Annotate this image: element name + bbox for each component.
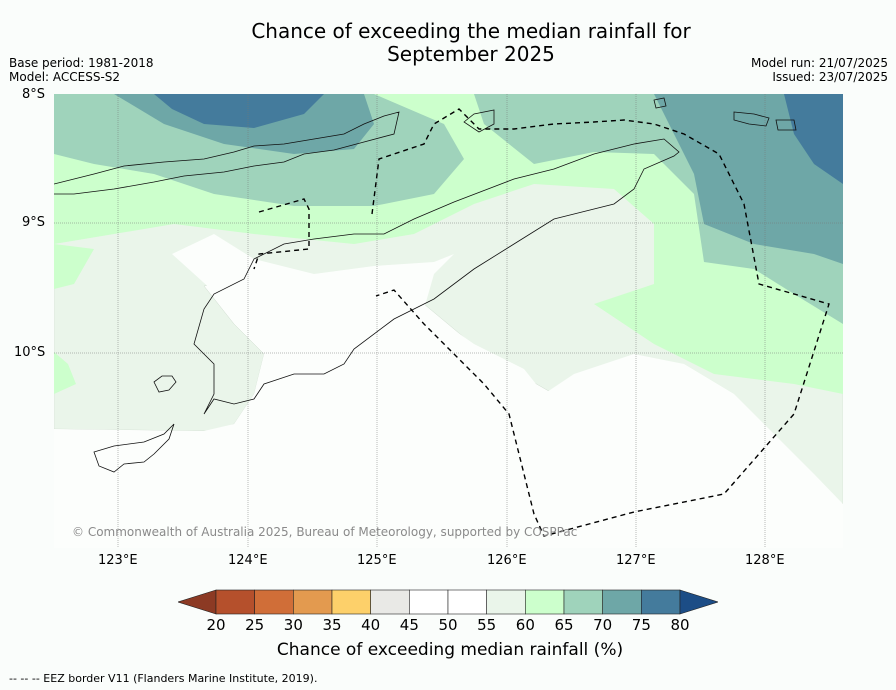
colorbar-tick-label: 55 [477, 616, 497, 634]
colorbar-cell [602, 589, 642, 615]
gridlines [54, 94, 843, 548]
colorbar-arrow-low [178, 589, 217, 615]
zone-60-65-west [54, 244, 94, 289]
timor-coastline [193, 138, 680, 415]
colorbar-tick-label: 65 [554, 616, 574, 634]
lat-label-8s: 8°S [22, 87, 46, 102]
colorbar-tick-label: 20 [206, 616, 226, 634]
colorbar-tick-label: 60 [515, 616, 535, 634]
zone-75-80-east [784, 94, 843, 184]
coastlines [54, 97, 797, 473]
colorbar-cell [447, 589, 487, 615]
colorbar-tick-label: 50 [438, 616, 458, 634]
colorbar-tick-label: 70 [593, 616, 613, 634]
colorbar-cell [641, 589, 681, 615]
lon-label-128e: 128°E [745, 553, 785, 568]
colorbar-cell [215, 589, 255, 615]
map-title: Chance of exceeding the median rainfall … [200, 20, 742, 66]
title-line-1: Chance of exceeding the median rainfall … [251, 19, 691, 43]
leti-islands [733, 111, 770, 127]
colorbar-tick-label: 30 [283, 616, 303, 634]
rainfall-map: © Commonwealth of Australia 2025, Bureau… [54, 94, 843, 548]
colorbar-tick-label: 75 [631, 616, 651, 634]
colorbar-title: Chance of exceeding median rainfall (%) [276, 640, 624, 660]
meta-left: Base period: 1981-2018 Model: ACCESS-S2 [9, 56, 154, 84]
eez-footer-note: -- -- -- EEZ border V11 (Flanders Marine… [9, 672, 318, 685]
colorbar-cell [331, 589, 371, 615]
colorbar-cell [409, 589, 449, 615]
eez-border [253, 108, 830, 537]
lon-label-126e: 126°E [487, 553, 527, 568]
copyright-text: © Commonwealth of Australia 2025, Bureau… [72, 525, 577, 539]
colorbar-cell [563, 589, 603, 615]
model-label: Model: ACCESS-S2 [9, 70, 121, 84]
colorbar-tick-label: 35 [322, 616, 342, 634]
wetar-coast [463, 109, 495, 133]
lat-label-9s: 9°S [22, 215, 46, 230]
title-line-2: September 2025 [387, 42, 555, 66]
kisar-island [653, 97, 667, 109]
colorbar-tick-label: 80 [670, 616, 690, 634]
colorbar-cell [254, 589, 294, 615]
meta-right: Model run: 21/07/2025 Issued: 23/07/2025 [751, 56, 888, 84]
colorbar-tick-label: 45 [399, 616, 419, 634]
zone-white-center [54, 234, 843, 548]
colorbar-tick-label: 40 [361, 616, 381, 634]
eez-border-north [253, 198, 310, 270]
colorbar-cell [486, 589, 526, 615]
lon-label-125e: 125°E [357, 553, 397, 568]
rote-island [153, 375, 177, 393]
lon-label-124e: 124°E [228, 553, 268, 568]
colorbar-arrow-high [679, 589, 718, 615]
semau-island [93, 423, 175, 473]
colorbar-tick-label: 25 [245, 616, 265, 634]
lon-label-127e: 127°E [616, 553, 656, 568]
lon-label-123e: 123°E [98, 553, 138, 568]
alor-coast [54, 111, 400, 195]
colorbar-cell [525, 589, 565, 615]
issued-label: Issued: 23/07/2025 [772, 70, 888, 84]
base-period-label: Base period: 1981-2018 [9, 56, 154, 70]
zone-75-80 [154, 94, 324, 128]
colorbar-cell [370, 589, 410, 615]
eez-border-main [371, 108, 830, 537]
colorbar-cell [293, 589, 333, 615]
moa-island [775, 119, 797, 131]
colorbar [178, 589, 718, 615]
lat-label-10s: 10°S [14, 345, 46, 360]
zone-60-65-sw [54, 352, 76, 394]
model-run-label: Model run: 21/07/2025 [750, 56, 888, 70]
